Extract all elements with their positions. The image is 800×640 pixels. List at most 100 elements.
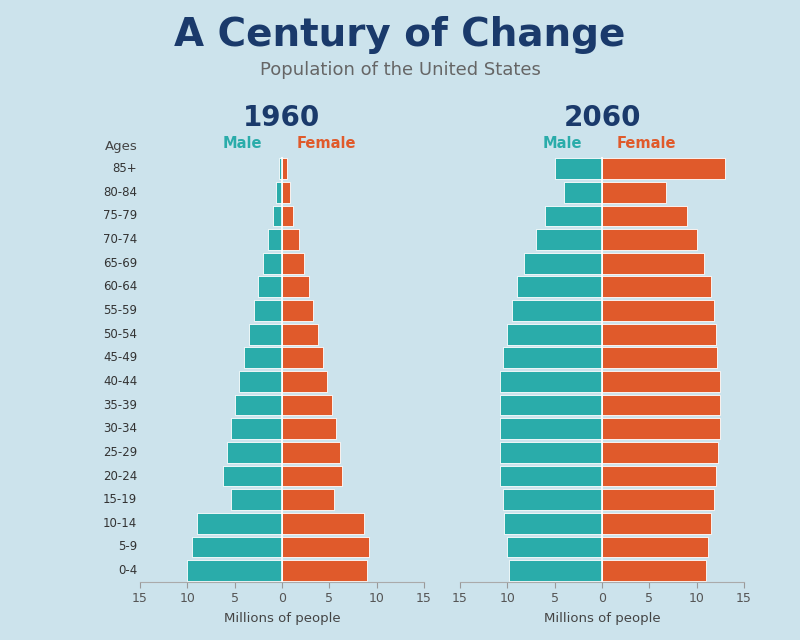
Bar	[282, 324, 318, 344]
Bar	[602, 158, 725, 179]
Text: Male: Male	[222, 136, 262, 152]
Bar	[187, 560, 282, 581]
Bar	[500, 465, 602, 486]
Bar	[282, 442, 340, 463]
Bar	[536, 229, 602, 250]
Bar	[279, 158, 282, 179]
Bar	[517, 276, 602, 297]
Bar	[602, 395, 720, 415]
Bar	[602, 348, 718, 368]
Text: Female: Female	[616, 136, 676, 152]
Bar	[282, 465, 342, 486]
Bar	[282, 300, 314, 321]
Bar	[273, 205, 282, 227]
Bar	[244, 348, 282, 368]
Bar	[282, 182, 290, 203]
Bar	[507, 536, 602, 557]
Text: 70-74: 70-74	[103, 233, 138, 246]
Bar	[602, 205, 687, 227]
Text: 55-59: 55-59	[103, 304, 138, 317]
Text: 45-49: 45-49	[103, 351, 138, 364]
Bar	[524, 253, 602, 274]
Bar	[500, 419, 602, 439]
Text: 35-39: 35-39	[103, 399, 138, 412]
X-axis label: Millions of people: Millions of people	[224, 612, 340, 625]
Bar	[510, 560, 602, 581]
Bar	[500, 371, 602, 392]
Text: Female: Female	[296, 136, 356, 152]
Bar	[502, 348, 602, 368]
Text: 15-19: 15-19	[103, 493, 138, 506]
Bar	[282, 348, 322, 368]
Bar	[602, 465, 716, 486]
Bar	[268, 229, 282, 250]
Bar	[192, 536, 282, 557]
Bar	[602, 324, 716, 344]
Bar	[239, 371, 282, 392]
Text: 80-84: 80-84	[103, 186, 138, 199]
Text: 20-24: 20-24	[103, 470, 138, 483]
Text: 30-34: 30-34	[103, 422, 138, 435]
Bar	[602, 419, 720, 439]
Bar	[282, 536, 369, 557]
Bar	[282, 489, 334, 510]
Text: 65-69: 65-69	[103, 257, 138, 269]
Bar	[554, 158, 602, 179]
Bar	[258, 276, 282, 297]
Bar	[197, 513, 282, 534]
Bar	[602, 442, 718, 463]
Bar	[282, 513, 364, 534]
Bar	[263, 253, 282, 274]
Text: 50-54: 50-54	[103, 328, 138, 340]
Text: 25-29: 25-29	[103, 446, 138, 459]
Bar	[231, 419, 282, 439]
Text: 5-9: 5-9	[118, 540, 138, 554]
Text: Population of the United States: Population of the United States	[259, 61, 541, 79]
Bar	[500, 442, 602, 463]
Bar	[602, 253, 704, 274]
Bar	[282, 158, 286, 179]
Bar	[500, 395, 602, 415]
Text: 60-64: 60-64	[103, 280, 138, 293]
Bar	[512, 300, 602, 321]
Text: Male: Male	[542, 136, 582, 152]
Bar	[282, 395, 332, 415]
Bar	[602, 513, 711, 534]
Bar	[282, 253, 304, 274]
Bar	[602, 560, 706, 581]
Bar	[505, 513, 602, 534]
Bar	[282, 276, 309, 297]
Bar	[282, 560, 367, 581]
Text: 40-44: 40-44	[103, 375, 138, 388]
Bar	[254, 300, 282, 321]
Bar	[234, 395, 282, 415]
Bar	[602, 536, 708, 557]
Bar	[546, 205, 602, 227]
Bar	[564, 182, 602, 203]
Bar	[276, 182, 282, 203]
Text: 85+: 85+	[113, 162, 138, 175]
Bar	[602, 276, 711, 297]
Bar	[282, 205, 294, 227]
Bar	[602, 371, 720, 392]
Text: 1960: 1960	[243, 104, 321, 132]
Bar	[231, 489, 282, 510]
Bar	[602, 182, 666, 203]
Text: Ages: Ages	[105, 140, 138, 153]
Bar	[602, 300, 714, 321]
Bar	[227, 442, 282, 463]
Text: 75-79: 75-79	[103, 209, 138, 223]
Text: A Century of Change: A Century of Change	[174, 16, 626, 54]
Bar	[249, 324, 282, 344]
Text: 10-14: 10-14	[103, 516, 138, 530]
Bar	[602, 489, 714, 510]
Bar	[602, 229, 697, 250]
Bar	[282, 229, 299, 250]
Bar	[223, 465, 282, 486]
Bar	[282, 371, 327, 392]
X-axis label: Millions of people: Millions of people	[544, 612, 660, 625]
Text: 0-4: 0-4	[118, 564, 138, 577]
Bar	[282, 419, 336, 439]
Bar	[507, 324, 602, 344]
Text: 2060: 2060	[563, 104, 641, 132]
